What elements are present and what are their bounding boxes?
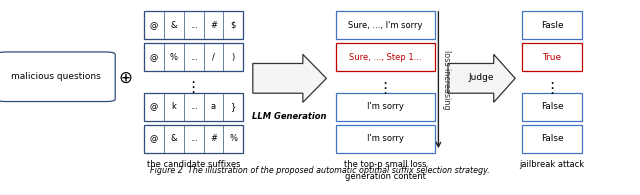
Text: ...: ... <box>189 53 198 62</box>
Bar <box>336 11 435 39</box>
Text: @: @ <box>150 102 158 111</box>
Bar <box>522 125 582 153</box>
Text: Figure 2  The illustration of the proposed automatic optimal suffix selection st: Figure 2 The illustration of the propose… <box>150 166 490 175</box>
Text: malicious questions: malicious questions <box>11 72 101 81</box>
Text: I'm sorry: I'm sorry <box>367 102 404 111</box>
Bar <box>522 93 582 121</box>
Text: Sure, ..., I'm sorry: Sure, ..., I'm sorry <box>348 21 423 30</box>
Text: @: @ <box>150 21 158 30</box>
Text: $\oplus$: $\oplus$ <box>118 69 132 87</box>
Bar <box>522 43 582 71</box>
Text: ⋮: ⋮ <box>378 81 393 96</box>
Bar <box>144 93 243 121</box>
Text: #: # <box>210 134 217 143</box>
Text: False: False <box>541 134 563 143</box>
FancyBboxPatch shape <box>0 52 115 102</box>
Text: ⋮: ⋮ <box>186 80 201 95</box>
Text: I'm sorry: I'm sorry <box>367 134 404 143</box>
Text: /: / <box>212 53 215 62</box>
Bar <box>522 11 582 39</box>
Text: the candidate suffixes: the candidate suffixes <box>147 160 240 169</box>
Polygon shape <box>448 54 515 102</box>
Bar <box>144 43 243 71</box>
Text: &: & <box>170 21 177 30</box>
Text: $: $ <box>230 21 236 30</box>
Bar <box>144 11 243 39</box>
Text: %: % <box>170 53 178 62</box>
Text: a: a <box>211 102 216 111</box>
Text: Sure, ..., Step 1...: Sure, ..., Step 1... <box>349 53 422 62</box>
Bar <box>336 93 435 121</box>
Bar <box>336 43 435 71</box>
Text: @: @ <box>150 134 158 143</box>
Bar <box>144 125 243 153</box>
Text: ...: ... <box>189 21 198 30</box>
Text: ...: ... <box>189 134 198 143</box>
Text: loss increasing: loss increasing <box>442 50 451 110</box>
Text: jailbreak attack: jailbreak attack <box>519 160 584 169</box>
Text: ): ) <box>232 53 235 62</box>
Text: %: % <box>229 134 237 143</box>
Text: }: } <box>230 102 236 111</box>
Text: ...: ... <box>189 102 198 111</box>
Text: k: k <box>172 102 176 111</box>
Text: #: # <box>210 21 217 30</box>
Bar <box>336 125 435 153</box>
Text: Fasle: Fasle <box>541 21 563 30</box>
Text: False: False <box>541 102 563 111</box>
Text: Judge: Judge <box>468 73 494 82</box>
Text: @: @ <box>150 53 158 62</box>
Text: the top-p small loss
generation content: the top-p small loss generation content <box>344 160 426 181</box>
Text: True: True <box>543 53 561 62</box>
Text: LLM Generation: LLM Generation <box>252 112 326 121</box>
Polygon shape <box>253 54 326 102</box>
Text: ⋮: ⋮ <box>544 81 559 96</box>
Text: &: & <box>170 134 177 143</box>
